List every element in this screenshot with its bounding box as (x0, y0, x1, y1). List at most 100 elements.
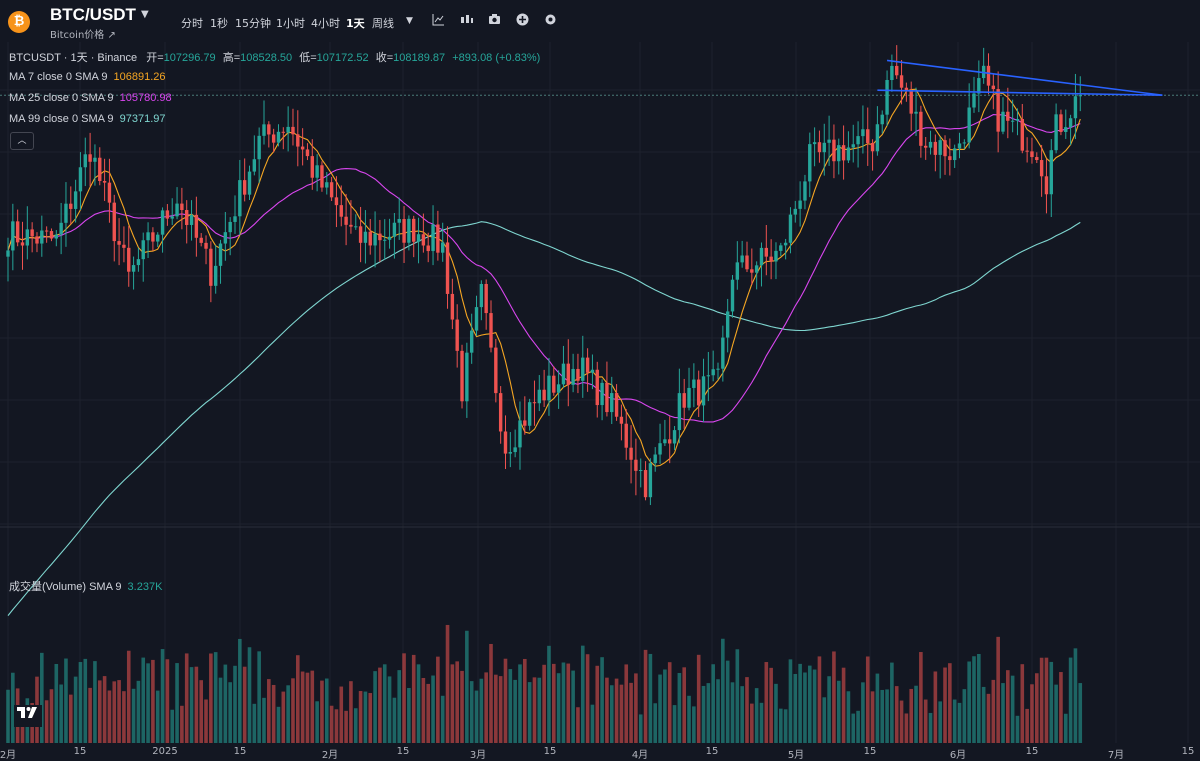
symbol-title[interactable]: BTC/USDT (50, 5, 136, 24)
timeframe-4h[interactable]: 4小时 (311, 17, 340, 30)
candle-body (291, 126, 295, 135)
ma7-legend[interactable]: MA 7 close 0 SMA 9 106891.26 (9, 71, 166, 83)
price-chart[interactable] (0, 42, 1200, 743)
candle-body (498, 393, 503, 432)
candle-body (40, 230, 44, 244)
candle-body (412, 218, 416, 242)
candle-body (938, 140, 942, 155)
volume-bar (822, 697, 827, 743)
volume-bar (426, 683, 431, 743)
collapse-legend-button[interactable]: ︿ (10, 132, 34, 150)
timeframe-1s[interactable]: 1秒 (210, 17, 228, 30)
volume-bar (151, 659, 155, 743)
volume-bar (368, 693, 373, 743)
volume-bar (585, 654, 590, 743)
volume-bar (605, 677, 609, 743)
volume-bar (1078, 683, 1083, 743)
volume-bar (49, 689, 54, 743)
volume-bar (281, 691, 286, 743)
candle-body (44, 230, 49, 232)
x-tick: 7月 (1107, 750, 1125, 761)
candle-body (890, 65, 894, 81)
close-value: 108189.87 (393, 52, 446, 64)
volume-bar (474, 690, 479, 743)
volume-bar (1044, 657, 1049, 743)
ma99-legend[interactable]: MA 99 close 0 SMA 9 97371.97 (9, 113, 166, 125)
volume-bar (986, 693, 991, 743)
candle-body (1006, 111, 1010, 121)
candle-body (484, 283, 488, 314)
candle-body (339, 205, 343, 217)
candle-body (711, 369, 715, 376)
candle-body (1044, 176, 1049, 195)
volume-bar (600, 657, 604, 743)
candle-body (692, 379, 696, 388)
timeframe-15m[interactable]: 15分钟 (235, 17, 271, 30)
chart-type-icon[interactable] (460, 13, 474, 29)
volume-bar (624, 664, 629, 743)
volume-bar (73, 676, 78, 743)
volume-bar (841, 667, 846, 743)
volume-bar (740, 686, 744, 743)
candle-body (523, 420, 527, 426)
volume-bar (812, 669, 817, 743)
volume-bar (228, 682, 232, 743)
volume-bar (339, 686, 344, 743)
volume-bar (865, 656, 870, 743)
candle-body (677, 393, 682, 431)
candle-body (508, 452, 513, 454)
candle-body (750, 269, 754, 273)
add-icon[interactable] (516, 13, 529, 29)
volume-bar (658, 674, 662, 743)
candle-body (218, 243, 223, 266)
candle-body (474, 307, 479, 331)
candle-body (585, 357, 590, 373)
symbol-subtitle[interactable]: Bitcoin价格 ↗ (50, 30, 116, 41)
candle-body (189, 214, 194, 225)
bitcoin-logo-icon: ₿ (8, 11, 30, 33)
volume-bar (465, 630, 469, 743)
camera-icon[interactable] (488, 13, 501, 28)
x-tick: 15 (1181, 746, 1195, 757)
volume-bar (305, 672, 310, 743)
volume-bar (334, 709, 339, 743)
volume-bar (904, 713, 909, 743)
candle-body (204, 242, 208, 249)
candle-body (1049, 150, 1053, 195)
volume-bar (218, 677, 223, 743)
candle-body (392, 222, 397, 237)
volume-bar (131, 688, 136, 743)
candle-body (581, 357, 585, 381)
timeframe-tick[interactable]: 分时 (181, 17, 203, 30)
volume-bar (146, 663, 150, 743)
timeframe-weekly[interactable]: 周线 (372, 17, 394, 30)
resistance-trendline (886, 59, 1163, 96)
candle-body (329, 182, 334, 198)
volume-bar (310, 670, 315, 743)
candle-body (783, 242, 788, 246)
candle-body (156, 234, 160, 242)
chevron-down-icon[interactable]: ▼ (406, 16, 413, 26)
candle-body (552, 375, 556, 393)
chevron-down-icon[interactable]: ▼ (141, 9, 149, 20)
indicator-icon[interactable] (432, 13, 445, 29)
x-tick: 5月 (787, 750, 805, 761)
candle-body (600, 382, 604, 406)
settings-icon[interactable] (544, 13, 557, 29)
volume-bar (445, 624, 450, 743)
volume-bar (1034, 673, 1039, 743)
change-value: +893.08 (+0.83%) (452, 52, 541, 64)
candle-body (880, 114, 884, 125)
timeframe-1d[interactable]: 1天 (346, 17, 365, 30)
volume-bar (909, 688, 914, 743)
ma7-value: 106891.26 (113, 71, 166, 83)
candle-body (455, 319, 459, 351)
volume-bar (469, 681, 474, 743)
volume-bar (296, 655, 300, 743)
tradingview-logo-icon[interactable] (14, 705, 42, 727)
volume-bar (566, 663, 571, 743)
ma25-legend[interactable]: MA 25 close 0 SMA 9 105780.98 (9, 92, 172, 104)
volume-bar (440, 695, 445, 743)
timeframe-1h[interactable]: 1小时 (276, 17, 305, 30)
candle-body (957, 143, 962, 149)
